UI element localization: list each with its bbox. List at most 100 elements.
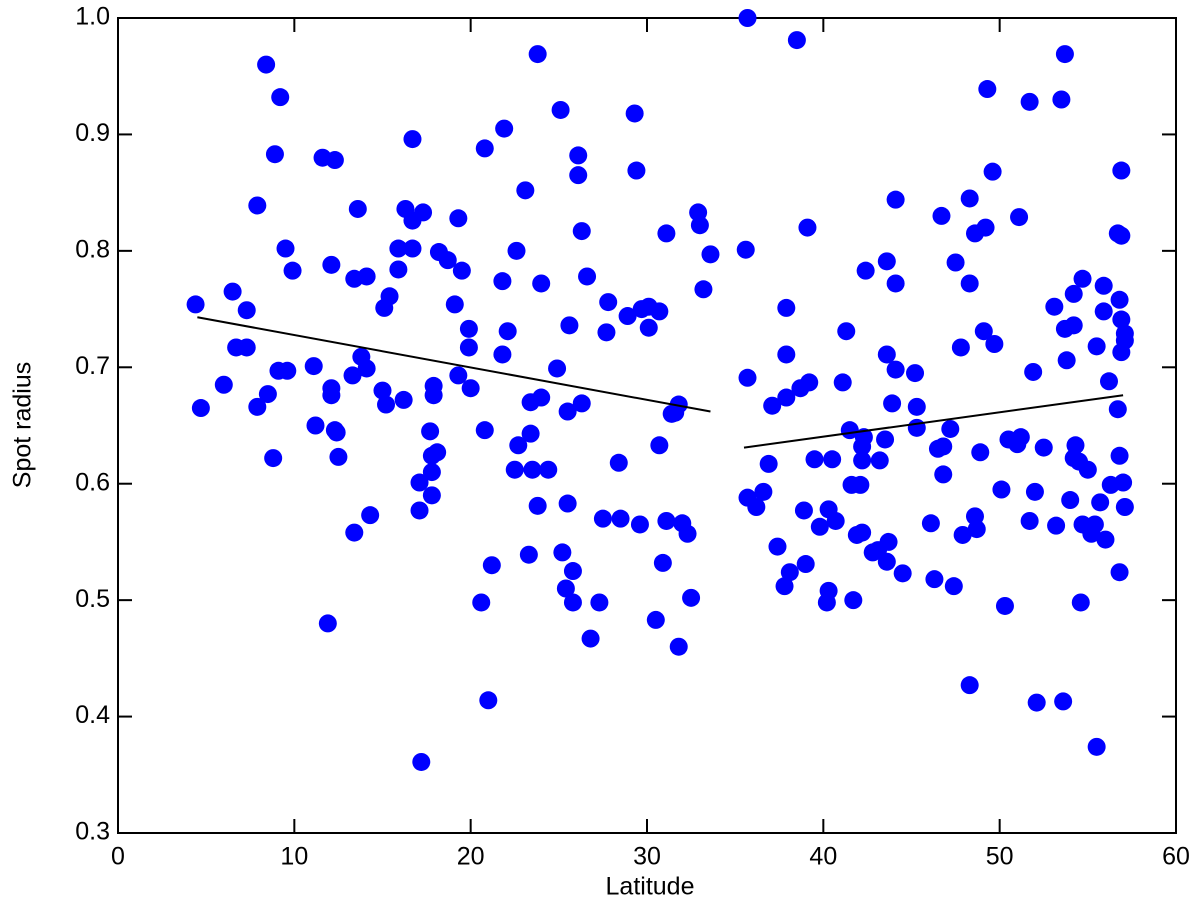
point <box>819 581 838 600</box>
point <box>214 375 233 394</box>
point <box>1034 438 1053 457</box>
point <box>403 239 422 258</box>
y-tick-label: 0.7 <box>75 352 110 380</box>
point <box>759 454 778 473</box>
point <box>678 524 697 543</box>
point <box>1071 593 1090 612</box>
point <box>1096 530 1115 549</box>
point <box>823 450 842 469</box>
point <box>1115 331 1134 350</box>
point <box>995 596 1014 615</box>
point <box>1094 302 1113 321</box>
point <box>787 31 806 50</box>
point <box>974 322 993 341</box>
point <box>237 301 256 320</box>
point <box>265 145 284 164</box>
point <box>639 318 658 337</box>
x-axis-title: Latitude <box>606 873 695 901</box>
point <box>479 691 498 710</box>
point <box>1064 284 1083 303</box>
point <box>258 385 277 404</box>
point <box>410 501 429 520</box>
point <box>879 532 898 551</box>
point <box>971 443 990 462</box>
point <box>572 394 591 413</box>
point <box>1025 482 1044 501</box>
point <box>883 394 902 413</box>
fit-line <box>197 316 711 413</box>
point <box>578 267 597 286</box>
point <box>960 274 979 293</box>
point <box>599 293 618 312</box>
point <box>738 9 757 27</box>
point <box>373 381 392 400</box>
y-tick-label: 0.4 <box>75 701 110 729</box>
point <box>271 88 290 107</box>
point <box>495 119 514 138</box>
point <box>1087 337 1106 356</box>
point <box>560 316 579 335</box>
y-tick-label: 0.3 <box>75 818 110 846</box>
point <box>794 501 813 520</box>
point <box>944 577 963 596</box>
point <box>257 55 276 74</box>
point <box>475 139 494 158</box>
point <box>837 322 856 341</box>
point <box>519 545 538 564</box>
point <box>960 189 979 208</box>
point <box>1112 226 1131 245</box>
point <box>805 450 824 469</box>
point <box>539 460 558 479</box>
point <box>410 473 429 492</box>
point <box>459 319 478 338</box>
point <box>1064 316 1083 335</box>
point <box>1045 297 1064 316</box>
point <box>389 239 408 258</box>
y-tick-label: 0.9 <box>75 119 110 147</box>
point <box>985 335 1004 353</box>
point <box>452 261 471 280</box>
point <box>1011 428 1030 447</box>
point <box>976 218 995 237</box>
point <box>191 399 210 418</box>
point <box>403 130 422 149</box>
point <box>329 447 348 466</box>
point <box>186 295 205 314</box>
point <box>528 496 547 515</box>
point <box>563 562 582 581</box>
point <box>921 514 940 533</box>
point <box>653 553 672 572</box>
point <box>438 251 457 270</box>
point <box>394 390 413 409</box>
point <box>412 752 431 771</box>
point <box>657 224 676 243</box>
y-tick-label: 0.5 <box>75 585 110 613</box>
point <box>1087 737 1106 756</box>
point <box>1027 693 1046 712</box>
point <box>877 552 896 571</box>
point <box>318 614 337 633</box>
point <box>1108 400 1127 419</box>
point <box>796 555 815 574</box>
x-tick-label: 30 <box>633 843 661 871</box>
point <box>946 253 965 272</box>
point <box>877 252 896 271</box>
point <box>840 421 859 440</box>
point <box>736 240 755 259</box>
point <box>357 267 376 286</box>
point <box>1091 493 1110 512</box>
point <box>609 453 628 472</box>
point <box>528 45 547 64</box>
y-axis-title: Spot radius <box>9 362 37 488</box>
point <box>276 239 295 258</box>
point <box>505 460 524 479</box>
x-tick-label: 20 <box>457 843 485 871</box>
point <box>886 190 905 209</box>
point <box>1047 516 1066 535</box>
point <box>1024 362 1043 381</box>
point <box>780 563 799 582</box>
point <box>747 498 766 516</box>
point <box>694 280 713 299</box>
point <box>553 543 572 562</box>
